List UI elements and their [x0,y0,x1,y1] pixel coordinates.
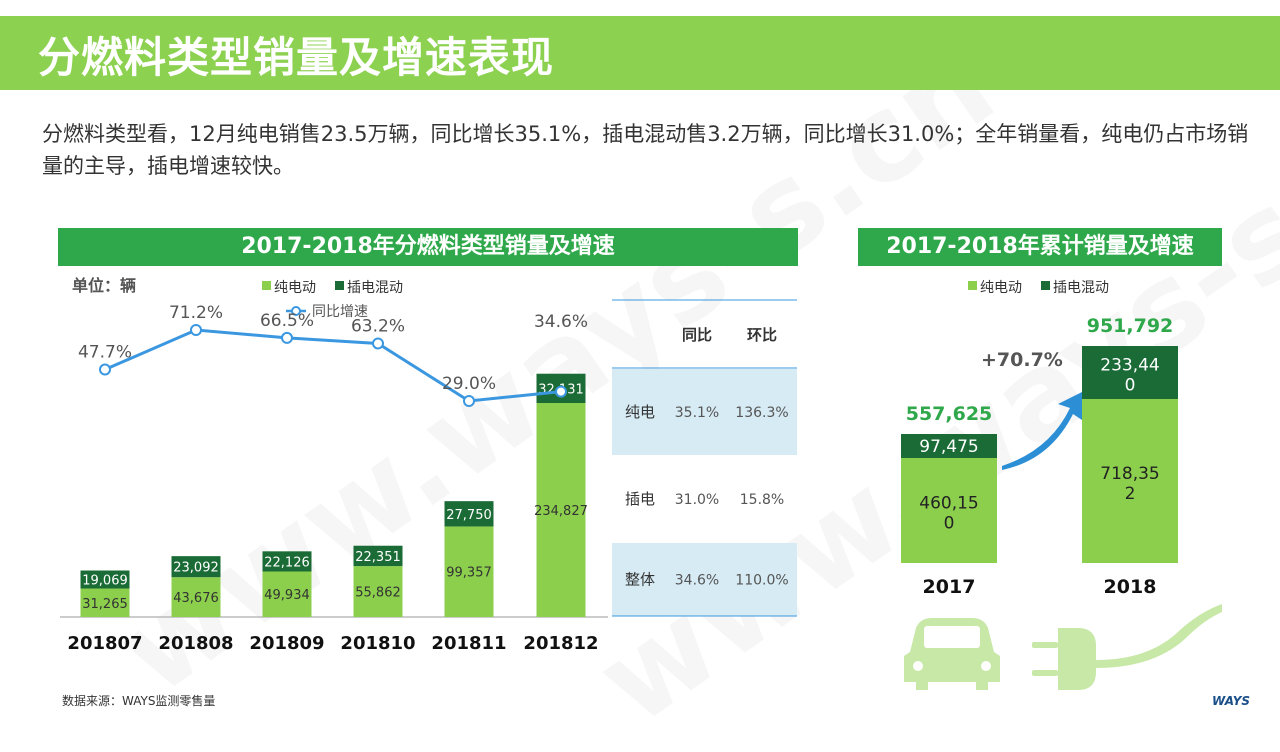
table-cell-mom: 15.8% [740,492,784,508]
growth-label-201808: 71.2% [169,303,223,323]
label-phev-201811: 27,750 [446,508,492,523]
label-ev-201809: 49,934 [264,588,310,603]
bar-phev-201807 [80,570,130,589]
label-phev-201807: 19,069 [82,574,128,589]
table-cell-mom: 110.0% [735,573,788,589]
summary-text: 分燃料类型看，12月纯电销售23.5万辆，同比增长35.1%，插电混动售3.2万… [42,122,1249,178]
annual-total-2018: 951,792 [1087,315,1174,337]
table-cell-mom: 136.3% [735,405,788,421]
title-bar: 分燃料类型销量及增速表现 [0,16,1280,90]
monthly-legend: 纯电动 插电混动 同比增速 [262,280,403,320]
label-phev-201808: 23,092 [173,561,219,576]
growth-label-201810: 63.2% [351,316,405,336]
x-label-201807: 201807 [67,633,142,654]
table-row-band [612,543,797,616]
table-cell-yoy: 35.1% [675,405,719,421]
growth-label-201807: 47.7% [78,343,132,363]
x-label-201811: 201811 [431,633,506,654]
table-row-label: 插电 [625,490,655,508]
growth-point-201807 [99,363,111,376]
x-label-201812: 201812 [523,633,598,654]
table-row-label: 整体 [625,571,655,589]
label-ev-201807: 31,265 [82,597,128,612]
label-ev-201811: 99,357 [446,566,492,581]
table-row-label: 纯电 [625,403,655,421]
right-panel-title: 2017-2018年累计销量及增速 [858,228,1222,266]
annual-label-phev-2018: 233,44 0 [1100,356,1159,396]
annual-bar-ev-2017 [901,458,997,563]
car-icon [904,618,1000,690]
unit-label: 单位：辆 [72,276,137,295]
bar-ev-201807 [80,588,130,617]
annual-bar-ev-2018 [1082,399,1178,563]
annual-legend-phev-label: 插电混动 [1053,280,1109,296]
label-ev-201810: 55,862 [355,586,401,601]
monthly-chart: 纯电动 插电混动 同比增速 31,265 19,069 43,676 23,092 49… [60,280,608,654]
table-cell-yoy: 34.6% [675,573,719,589]
legend-ev-label: 纯电动 [274,280,316,296]
annual-label-phev-2017: 97,475 [919,437,978,457]
growth-point-201809 [281,331,293,344]
bar-phev-201811 [444,501,494,527]
bar-phev-201808 [171,556,221,578]
bar-ev-201808 [171,577,221,617]
growth-table: 同比 环比 纯电 35.1% 136.3% 插电 31.0% 15.8% 整体 34.6% 11… [612,299,797,617]
top-margin [0,0,1280,16]
data-source: 数据来源：WAYS监测零售量 [62,694,216,708]
x-label-201810: 201810 [340,633,415,654]
ways-logo: WAYS [1212,694,1251,708]
page-title: 分燃料类型销量及增速表现 [38,33,555,82]
table-header-mom: 环比 [747,326,777,344]
growth-line [104,328,562,403]
growth-point-201808 [190,324,202,336]
annual-bar-phev-2018 [1082,346,1178,399]
annual-x-label-2018: 2018 [1104,576,1157,598]
label-ev-201812: 234,827 [534,504,588,519]
bar-phev-201810 [353,545,403,567]
legend-ev-swatch [262,281,271,290]
bar-ev-201809 [262,571,312,617]
growth-point-201810 [372,337,384,350]
legend-phev-label: 插电混动 [347,280,403,296]
plug-icon [1032,604,1222,690]
annual-x-label-2017: 2017 [923,576,976,598]
annual-growth-label: +70.7% [981,349,1063,371]
annual-bar-phev-2017 [901,434,997,458]
annual-total-2017: 557,625 [906,403,993,425]
x-label-201809: 201809 [249,633,324,654]
annual-legend: 纯电动 插电混动 [968,280,1109,296]
table-header-yoy: 同比 [682,326,712,344]
annual-label-ev-2018: 718,35 2 [1100,464,1159,504]
bar-phev-201809 [262,551,312,572]
annual-legend-ev-swatch [968,281,977,290]
bar-ev-201811 [444,526,494,617]
annual-legend-ev-label: 纯电动 [980,280,1022,296]
legend-growth-label: 同比增速 [312,304,368,320]
table-cell-yoy: 31.0% [675,492,719,508]
table-row-band [612,369,797,455]
growth-label-201809: 66.5% [260,311,314,331]
label-phev-201810: 22,351 [355,550,401,565]
left-panel-title: 2017-2018年分燃料类型销量及增速 [58,228,798,266]
x-label-201808: 201808 [158,633,233,654]
label-phev-201809: 22,126 [264,555,310,570]
legend-growth-marker [291,306,301,316]
annual-label-ev-2017: 460,15 0 [919,494,978,534]
growth-arrow-icon [1002,392,1082,470]
growth-point-201812 [555,385,567,398]
annual-chart: 纯电动 插电混动 460,15 0 97,475 557,625 2017 718,35 2… [901,280,1222,690]
label-ev-201808: 43,676 [173,591,219,606]
growth-label-201811: 29.0% [442,374,496,394]
bar-ev-201812 [536,403,586,617]
growth-label-201812: 34.6% [534,312,588,332]
annual-legend-phev-swatch [1041,281,1050,290]
legend-phev-swatch [335,281,344,290]
bar-ev-201810 [353,566,403,617]
growth-point-201811 [463,395,475,407]
